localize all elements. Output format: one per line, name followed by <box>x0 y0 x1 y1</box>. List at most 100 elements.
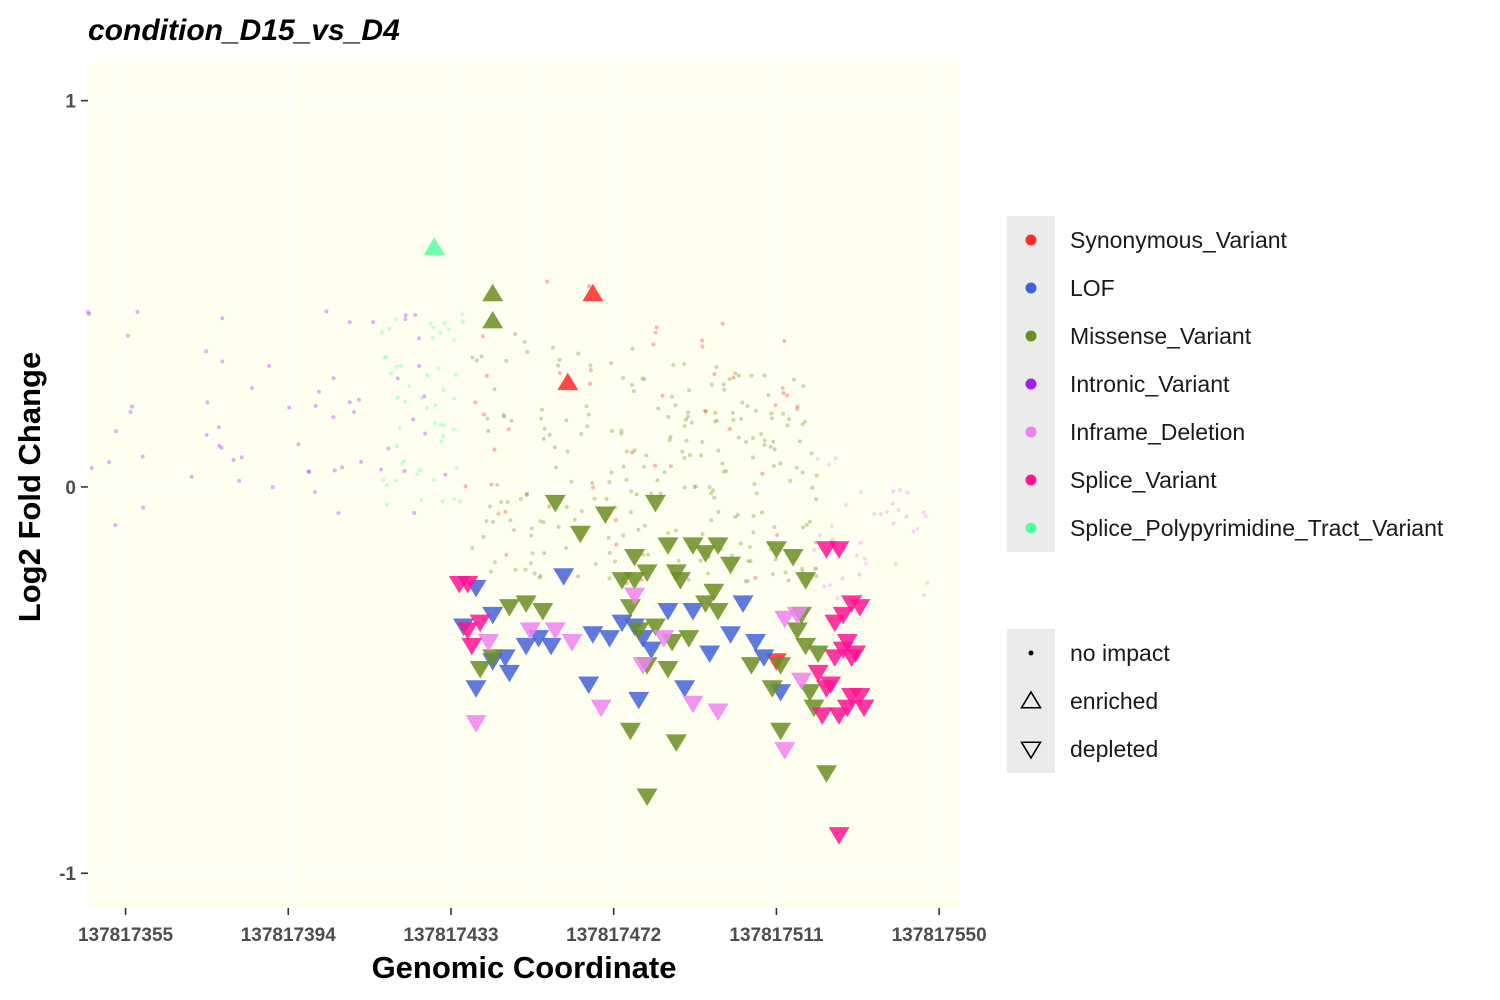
no-impact-point <box>716 510 721 515</box>
depleted-marker <box>628 691 650 710</box>
no-impact-point <box>356 397 361 402</box>
no-impact-point <box>381 477 386 482</box>
no-impact-point <box>826 462 831 467</box>
no-impact-point <box>788 478 793 483</box>
depleted-marker <box>740 657 762 675</box>
no-impact-point <box>492 447 497 452</box>
no-impact-point <box>525 349 530 354</box>
depleted-marker <box>469 660 491 679</box>
no-impact-point <box>530 551 535 556</box>
no-impact-point <box>505 500 510 505</box>
no-impact-point <box>669 394 674 399</box>
no-impact-point <box>766 393 771 398</box>
no-impact-point <box>814 566 819 571</box>
no-impact-point <box>818 533 823 538</box>
no-impact-point <box>347 400 352 405</box>
no-impact-point <box>769 416 774 421</box>
no-impact-point <box>653 463 658 468</box>
no-impact-point <box>864 561 869 566</box>
no-impact-point <box>585 424 590 429</box>
no-impact-point <box>752 482 757 487</box>
legend-label: Inframe_Deletion <box>1070 419 1245 445</box>
no-impact-point <box>541 520 546 525</box>
legend-label: depleted <box>1070 736 1158 762</box>
depleted-marker <box>553 568 575 586</box>
no-impact-point <box>569 479 574 484</box>
no-impact-point <box>313 403 318 408</box>
legend-key-splice_variant <box>1025 474 1037 486</box>
no-impact-point <box>739 416 744 421</box>
no-impact-point <box>705 571 710 576</box>
depleted-marker <box>657 537 679 555</box>
no-impact-point <box>893 562 898 567</box>
depleted-marker <box>828 827 850 845</box>
no-impact-point <box>402 458 407 463</box>
no-impact-point <box>502 414 507 419</box>
no-impact-point <box>411 417 416 422</box>
no-impact-point <box>700 439 705 444</box>
depleted-marker <box>682 537 704 555</box>
no-impact-point <box>770 572 775 577</box>
no-impact-point <box>499 500 504 505</box>
depleted-marker <box>624 548 646 567</box>
no-impact-point <box>400 461 405 466</box>
no-impact-point <box>795 407 800 412</box>
no-impact-point <box>395 376 400 381</box>
depleted-marker <box>753 649 775 667</box>
depleted-marker <box>465 715 487 733</box>
depleted-marker <box>632 657 654 675</box>
no-impact-point <box>324 309 329 314</box>
no-impact-point <box>496 511 501 516</box>
no-impact-point <box>204 349 209 354</box>
no-impact-point <box>482 412 487 417</box>
depleted-marker <box>519 622 541 640</box>
no-impact-point <box>924 514 929 519</box>
no-impact-point <box>528 561 533 566</box>
no-impact-point <box>609 470 614 475</box>
shape-legend: no impact enriched depleted <box>1007 629 1170 773</box>
no-impact-point <box>556 524 561 529</box>
no-impact-point <box>403 317 408 322</box>
no-impact-point <box>504 552 509 557</box>
depleted-marker <box>457 622 479 640</box>
legend-key-lof <box>1025 282 1037 294</box>
no-impact-point <box>780 386 785 391</box>
depleted-marker <box>594 506 616 524</box>
no-impact-point <box>424 406 429 411</box>
no-impact-point <box>474 358 479 363</box>
no-impact-point <box>484 519 489 524</box>
no-impact-point <box>753 408 758 413</box>
depleted-marker <box>707 703 729 721</box>
no-impact-point <box>804 522 809 527</box>
color-legend: Synonymous_Variant LOF Missense_Variant Int… <box>1007 216 1444 552</box>
depleted-marker <box>790 672 812 691</box>
no-impact-point <box>237 478 242 483</box>
no-impact-point <box>606 535 611 540</box>
no-impact-point <box>830 537 835 542</box>
no-impact-point <box>433 403 438 408</box>
no-impact-point <box>393 317 398 322</box>
depleted-marker <box>682 603 704 621</box>
no-impact-point <box>915 527 920 532</box>
depleted-marker <box>699 645 721 664</box>
depleted-marker <box>644 494 666 513</box>
no-impact-point <box>682 456 687 461</box>
no-impact-point <box>395 395 400 400</box>
no-impact-point <box>621 376 626 381</box>
no-impact-point <box>359 459 364 464</box>
no-impact-point <box>576 351 581 356</box>
depleted-marker <box>544 622 566 640</box>
no-impact-point <box>267 363 272 368</box>
depleted-marker <box>720 626 742 644</box>
depleted-marker <box>636 788 658 806</box>
no-impact-point <box>783 570 788 575</box>
no-impact-point <box>113 429 118 434</box>
no-impact-point <box>858 490 863 495</box>
no-impact-point <box>815 456 820 461</box>
no-impact-point <box>557 370 562 375</box>
no-impact-point <box>700 344 705 349</box>
depleted-marker <box>482 606 504 625</box>
depleted-marker <box>707 603 729 621</box>
legend-label: LOF <box>1070 275 1115 301</box>
no-impact-point <box>607 576 612 581</box>
